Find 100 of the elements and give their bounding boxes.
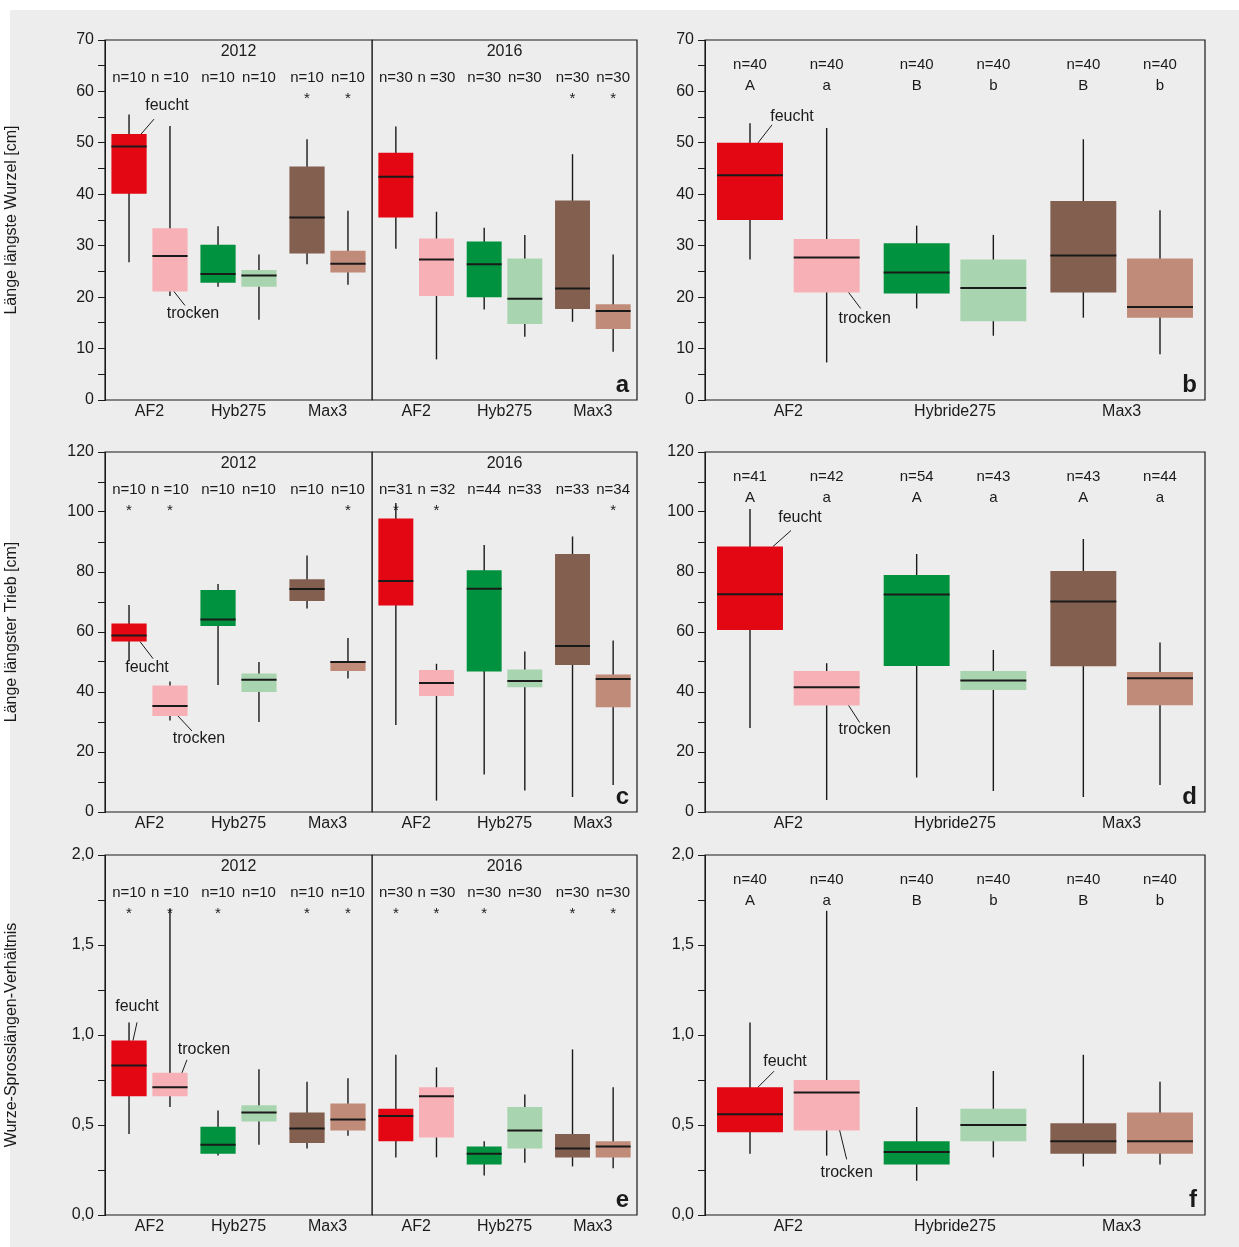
text: n=10 *	[112, 883, 146, 922]
x-tick-label: Max3	[1102, 402, 1142, 420]
x-tick-label: AF2	[134, 402, 165, 420]
y-tick-label: 40	[676, 682, 695, 700]
y-tick-label: 120	[667, 442, 695, 460]
text: n=44 a	[1143, 467, 1177, 506]
y-tick-label: 1,5	[671, 935, 695, 953]
y-tick-label: 0	[85, 802, 95, 820]
text: n=30 *	[467, 883, 502, 922]
y-tick-label: 60	[676, 622, 695, 640]
chart-title: 2012	[220, 454, 257, 472]
annotation: a	[615, 370, 630, 397]
series-label: trocken	[177, 1040, 231, 1058]
y-tick-label: 100	[67, 502, 95, 520]
y-tick-label: 80	[676, 562, 695, 580]
x-tick-label: AF2	[401, 402, 431, 420]
series-label: trocken	[838, 719, 891, 737]
text: n=34 *	[596, 480, 631, 519]
x-tick-label: AF2	[773, 814, 804, 832]
y-tick-label: 2,0	[671, 845, 695, 863]
text: n=10	[112, 68, 146, 86]
y-axis-title: Wurze-Sprosslängen-Verhältnis	[2, 922, 20, 1148]
text: n =10 *	[150, 480, 189, 519]
y-tick-label: 0,0	[71, 1205, 95, 1223]
text: n=40 B	[1066, 870, 1101, 909]
text: trocken	[820, 1162, 873, 1180]
x-tick-label: Max3	[307, 814, 348, 832]
y-tick-label: 0	[685, 802, 695, 820]
text: n=40 B	[899, 55, 934, 94]
text: n=40 B	[899, 870, 934, 909]
series-label: feucht	[763, 1051, 808, 1069]
x-tick-label: Max3	[307, 1217, 348, 1235]
y-tick-label: 10	[676, 338, 695, 356]
text: n=30 *	[596, 883, 631, 922]
series-label: feucht	[125, 658, 170, 676]
text: n=44	[467, 480, 502, 498]
text: n=33	[555, 480, 590, 498]
x-tick-label: Max3	[573, 402, 613, 420]
x-tick-label: AF2	[773, 1217, 804, 1235]
x-tick-label: Hyb275	[210, 1217, 267, 1235]
y-tick-label: 70	[676, 30, 695, 48]
series-label: feucht	[115, 996, 160, 1014]
text: n=40 a	[809, 870, 844, 909]
text: n=10 *	[331, 68, 365, 107]
x-tick-label: Hyb275	[476, 402, 533, 420]
text: n=10 *	[290, 883, 324, 922]
y-tick-label: 40	[76, 682, 95, 700]
text: n =30	[417, 68, 456, 86]
y-tick-label: 2,0	[71, 845, 95, 863]
series-label: feucht	[778, 507, 823, 525]
text: n=42 a	[809, 467, 844, 506]
text: n=30 *	[378, 883, 413, 922]
text: n=10 *	[290, 68, 324, 107]
text: n=40 b	[1143, 55, 1177, 94]
y-tick-label: 60	[76, 81, 95, 99]
text: n=30 *	[555, 68, 590, 107]
y-tick-label: 40	[76, 184, 95, 202]
y-tick-label: 50	[676, 133, 695, 151]
text: n =10	[150, 68, 189, 86]
y-tick-label: 10	[76, 338, 95, 356]
series-label: feucht	[145, 95, 190, 113]
x-tick-label: Max3	[307, 402, 348, 420]
y-tick-label: 120	[67, 442, 95, 460]
x-tick-label: Max3	[1102, 1217, 1142, 1235]
y-tick-label: 70	[76, 30, 95, 48]
annotation: b	[1182, 370, 1197, 397]
x-tick-label: AF2	[401, 814, 431, 832]
chart-title: 2016	[486, 454, 523, 472]
series-label: trocken	[166, 303, 220, 321]
chart-title: 2012	[220, 857, 257, 875]
annotation: d	[1182, 782, 1197, 809]
text: n=30	[378, 68, 413, 86]
y-tick-label: 30	[676, 236, 695, 254]
y-tick-label: 80	[76, 562, 95, 580]
text: n=30	[507, 883, 542, 901]
y-tick-label: 0	[85, 390, 95, 408]
text: n=10	[290, 480, 324, 498]
series-label: trocken	[172, 729, 226, 747]
y-tick-label: 0,0	[671, 1205, 695, 1223]
y-tick-label: 20	[76, 287, 95, 305]
text: n=40 A	[733, 55, 767, 94]
text: n=30	[507, 68, 542, 86]
x-tick-label: Max3	[573, 814, 613, 832]
text: n=40 A	[733, 870, 767, 909]
text: n=40 b	[976, 55, 1011, 94]
text: n=40 a	[809, 55, 844, 94]
y-tick-label: 1,0	[71, 1025, 95, 1043]
x-tick-label: Max3	[1102, 814, 1142, 832]
annotation: e	[615, 1185, 629, 1212]
y-tick-label: 20	[676, 287, 695, 305]
y-tick-label: 20	[76, 742, 95, 760]
text: n=40 b	[1143, 870, 1177, 909]
y-axis-title: Länge längste Wurzel [cm]	[2, 125, 20, 315]
text: n =30 *	[417, 883, 456, 922]
x-tick-label: Hyb275	[476, 814, 533, 832]
chart-title: 2016	[486, 857, 523, 875]
y-tick-label: 0	[685, 390, 695, 408]
y-tick-label: 40	[676, 184, 695, 202]
text: n=43 a	[976, 467, 1011, 506]
chart-title: 2012	[220, 42, 257, 60]
